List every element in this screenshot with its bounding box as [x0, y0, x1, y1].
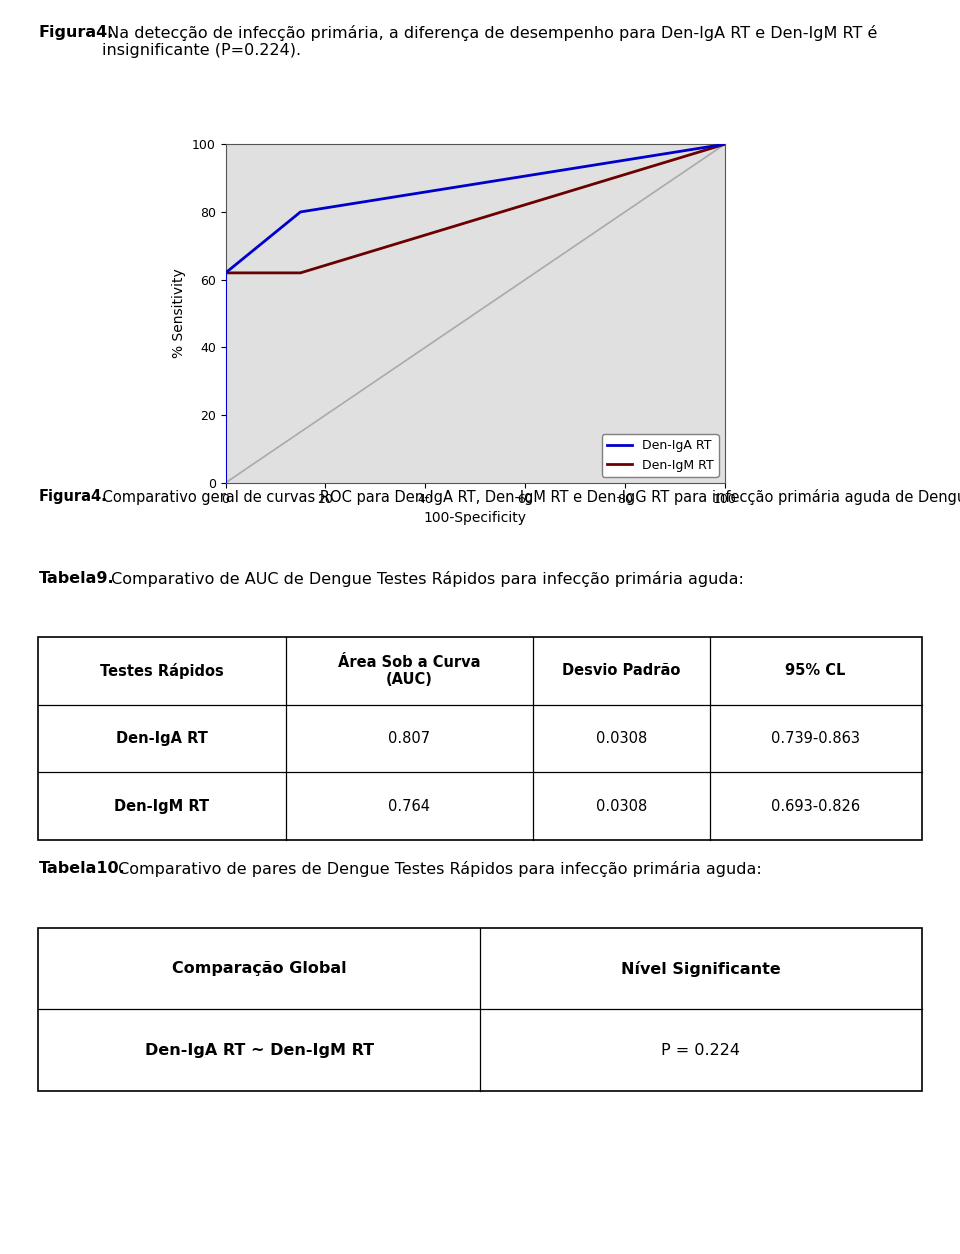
X-axis label: 100-Specificity: 100-Specificity	[423, 512, 527, 525]
Text: Tabela9.: Tabela9.	[38, 571, 114, 586]
Text: Nível Significante: Nível Significante	[621, 961, 780, 977]
Text: Na detecção de infecção primária, a diferença de desempenho para Den-IgA RT e De: Na detecção de infecção primária, a dife…	[102, 25, 877, 59]
Text: Comparação Global: Comparação Global	[172, 962, 347, 976]
Text: Desvio Padrão: Desvio Padrão	[563, 663, 681, 678]
Text: Área Sob a Curva
(AUC): Área Sob a Curva (AUC)	[338, 655, 481, 687]
Legend: Den-IgA RT, Den-IgM RT: Den-IgA RT, Den-IgM RT	[602, 434, 718, 477]
FancyBboxPatch shape	[38, 637, 922, 840]
Text: 0.693-0.826: 0.693-0.826	[771, 799, 860, 814]
Text: Den-IgA RT ~ Den-IgM RT: Den-IgA RT ~ Den-IgM RT	[145, 1043, 373, 1057]
Text: Figura4.: Figura4.	[38, 25, 114, 40]
Text: P = 0.224: P = 0.224	[661, 1043, 740, 1057]
Text: Comparativo de AUC de Dengue Testes Rápidos para infecção primária aguda:: Comparativo de AUC de Dengue Testes Rápi…	[106, 571, 743, 587]
Text: Testes Rápidos: Testes Rápidos	[100, 663, 224, 678]
Text: Den-IgA RT: Den-IgA RT	[116, 731, 208, 746]
Text: Comparativo geral de curvas ROC para Den-IgA RT, Den-IgM RT e Den-IgG RT para in: Comparativo geral de curvas ROC para Den…	[99, 489, 960, 505]
Text: Tabela10.: Tabela10.	[38, 861, 125, 877]
Text: 0.739-0.863: 0.739-0.863	[771, 731, 860, 746]
Text: 0.0308: 0.0308	[596, 731, 647, 746]
Text: 0.0308: 0.0308	[596, 799, 647, 814]
Text: 0.764: 0.764	[389, 799, 430, 814]
Text: Comparativo de pares de Dengue Testes Rápidos para infecção primária aguda:: Comparativo de pares de Dengue Testes Rá…	[113, 861, 762, 878]
Text: 95% CL: 95% CL	[785, 663, 846, 678]
FancyBboxPatch shape	[38, 928, 922, 1091]
Y-axis label: % Sensitivity: % Sensitivity	[173, 268, 186, 359]
Text: Den-IgM RT: Den-IgM RT	[114, 799, 209, 814]
Text: 0.807: 0.807	[388, 731, 430, 746]
Text: Figura4.: Figura4.	[38, 489, 108, 504]
